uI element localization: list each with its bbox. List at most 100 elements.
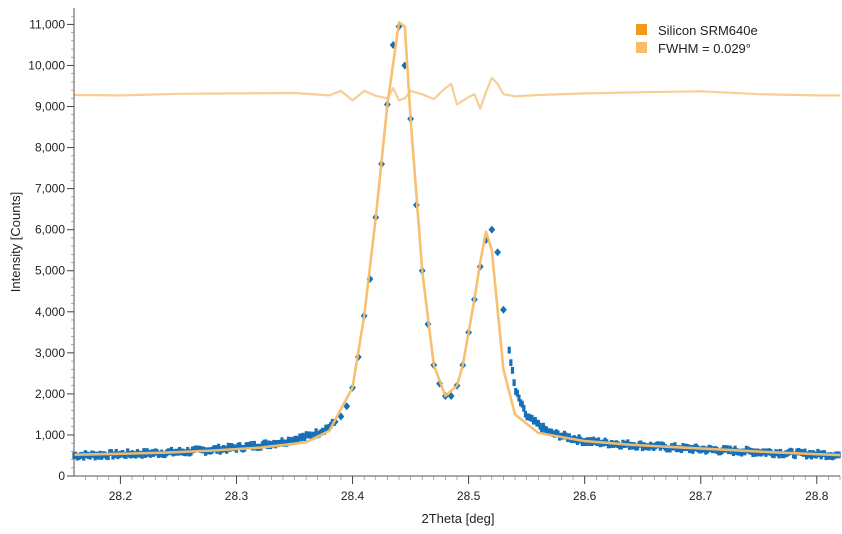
data-point xyxy=(272,439,276,447)
y-tick-label: 11,000 xyxy=(29,17,65,31)
data-point xyxy=(327,424,331,431)
data-point xyxy=(140,451,144,459)
legend-swatch-silicon xyxy=(636,24,647,35)
x-tick-label: 28.8 xyxy=(805,489,829,503)
data-point xyxy=(142,448,146,455)
x-axis-title: 2Theta [deg] xyxy=(422,511,495,526)
data-point xyxy=(156,451,161,458)
data-point xyxy=(317,430,321,438)
data-point xyxy=(195,445,200,453)
data-point xyxy=(544,426,549,434)
y-axis-title: Intensity [Counts] xyxy=(8,192,23,292)
data-point xyxy=(212,445,216,453)
data-point xyxy=(114,448,118,456)
data-point xyxy=(592,436,596,444)
data-point xyxy=(122,451,126,459)
y-major-ticks: 0 1,000 2,000 3,000 4,000 5,000 6,000 7,000 8,00… xyxy=(28,17,74,483)
data-point xyxy=(793,452,797,460)
data-point xyxy=(697,446,701,454)
data-point xyxy=(337,412,345,421)
data-point xyxy=(731,449,736,457)
data-point xyxy=(187,449,191,457)
data-point xyxy=(143,451,148,458)
data-point xyxy=(249,441,253,448)
data-point xyxy=(788,447,792,455)
data-point xyxy=(634,443,638,451)
data-point xyxy=(699,446,703,454)
data-point xyxy=(640,444,645,452)
data-point xyxy=(343,402,351,411)
data-point xyxy=(325,424,330,432)
data-point xyxy=(252,440,256,448)
legend-item-fwhm: FWHM = 0.029° xyxy=(636,41,751,56)
data-point xyxy=(639,440,643,448)
data-point xyxy=(598,440,602,448)
data-point xyxy=(770,450,775,458)
data-point xyxy=(647,443,651,451)
data-point xyxy=(299,434,304,442)
data-point xyxy=(324,424,328,432)
data-point xyxy=(830,453,835,461)
data-point xyxy=(527,413,531,421)
data-point xyxy=(567,433,571,441)
data-point xyxy=(520,400,524,408)
y-tick-label: 2,000 xyxy=(35,387,65,401)
data-point xyxy=(803,448,807,456)
data-point xyxy=(96,452,100,460)
y-tick-label: 8,000 xyxy=(35,141,65,155)
data-point xyxy=(192,446,196,453)
data-point xyxy=(514,387,518,395)
data-point xyxy=(148,450,152,458)
y-tick-label: 3,000 xyxy=(35,346,65,360)
legend-label-fwhm: FWHM = 0.029° xyxy=(658,41,751,56)
data-point xyxy=(577,434,581,442)
data-point xyxy=(108,449,112,457)
data-point xyxy=(780,451,784,459)
data-point xyxy=(217,443,221,451)
data-point xyxy=(827,452,831,460)
data-point xyxy=(204,449,208,456)
y-tick-label: 7,000 xyxy=(35,182,65,196)
x-tick-label: 28.6 xyxy=(573,489,597,503)
legend-label-silicon: Silicon SRM640e xyxy=(658,23,758,38)
data-point xyxy=(306,431,310,439)
x-tick-label: 28.3 xyxy=(225,489,249,503)
data-point xyxy=(247,442,252,449)
data-point xyxy=(564,432,568,440)
data-point xyxy=(262,439,266,447)
data-point xyxy=(512,379,516,387)
data-point xyxy=(510,366,515,374)
data-point xyxy=(194,445,198,453)
data-point xyxy=(738,448,742,456)
data-point xyxy=(580,439,584,447)
fit-line xyxy=(73,21,841,457)
data-point xyxy=(231,444,235,451)
data-point xyxy=(124,452,128,459)
data-point xyxy=(717,448,721,456)
data-point xyxy=(93,453,97,461)
data-point xyxy=(790,448,794,456)
y-tick-label: 4,000 xyxy=(35,305,65,319)
data-point xyxy=(668,445,672,453)
data-point xyxy=(301,432,305,440)
data-point xyxy=(530,414,534,422)
data-point xyxy=(791,451,796,459)
data-point xyxy=(145,448,149,455)
data-point xyxy=(494,248,502,257)
observed-points-layer xyxy=(72,22,841,461)
data-point xyxy=(739,449,744,457)
data-point xyxy=(488,225,496,234)
data-point xyxy=(777,451,781,459)
data-point xyxy=(293,435,297,443)
data-point xyxy=(657,441,661,449)
data-point xyxy=(619,442,623,450)
data-point xyxy=(540,425,544,433)
data-point xyxy=(543,425,547,433)
data-point xyxy=(764,450,768,457)
data-point xyxy=(298,433,302,441)
x-ticks: 28.2 28.3 28.4 28.5 28.6 28.7 28.8 xyxy=(85,476,841,503)
data-point xyxy=(75,453,79,461)
data-point xyxy=(260,441,265,449)
data-point xyxy=(311,431,315,439)
data-point xyxy=(283,439,287,447)
